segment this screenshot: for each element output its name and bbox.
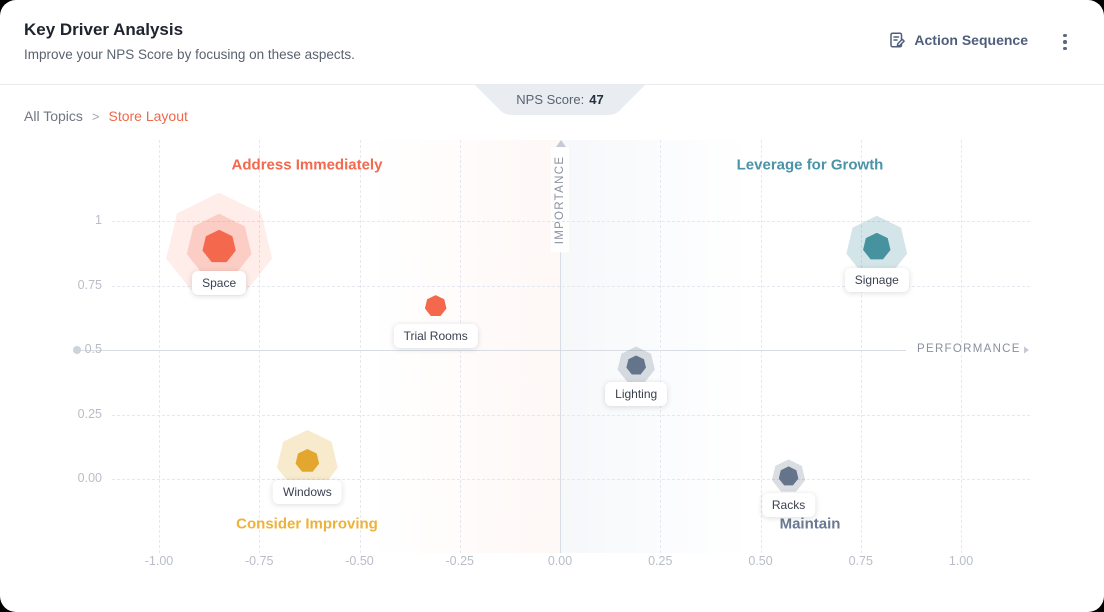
x-axis-label: PERFORMANCE (914, 343, 1024, 355)
nps-score-label: NPS Score: (516, 91, 585, 107)
x-axis-tick-label: 0.00 (547, 554, 573, 568)
performance-arrow-icon (1022, 345, 1029, 355)
badge-shape (475, 85, 645, 115)
vertical-gridline (359, 140, 361, 553)
breadcrumb-store-layout[interactable]: Store Layout (108, 108, 188, 124)
point-label-lighting[interactable]: Lighting (605, 382, 668, 407)
point-label-windows[interactable]: Windows (273, 479, 342, 504)
y-axis-label: IMPORTANCE (551, 147, 569, 253)
x-axis-tick-label: -0.25 (445, 554, 475, 568)
x-axis-tick-label: 0.50 (748, 554, 773, 568)
horizontal-gridline (112, 414, 1030, 416)
breadcrumb-all-topics[interactable]: All Topics (24, 108, 83, 124)
action-sequence-button[interactable]: Action Sequence (882, 30, 1034, 50)
kebab-menu-icon[interactable] (1058, 32, 1072, 52)
breadcrumb: All Topics > Store Layout (24, 108, 188, 124)
x-axis-tick-label: -0.50 (345, 554, 374, 568)
horizontal-gridline (112, 285, 1030, 287)
x-axis-tick-label: -0.75 (245, 554, 274, 568)
quadrant-label-bottom-right: Maintain (779, 515, 841, 533)
x-axis-tick-label: 0.75 (848, 554, 873, 568)
vertical-gridline (660, 140, 662, 553)
action-sequence-label: Action Sequence (914, 32, 1028, 48)
point-label-trial-rooms[interactable]: Trial Rooms (393, 324, 478, 349)
quadrant-label-top-left: Address Immediately (231, 156, 383, 174)
y-axis-tick-label: 1 (95, 213, 102, 227)
page-subtitle: Improve your NPS Score by focusing on th… (24, 47, 355, 62)
nps-score-value: 47 (589, 91, 604, 107)
point-label-racks[interactable]: Racks (761, 493, 816, 518)
vertical-gridline (159, 140, 160, 553)
x-axis-tick-label: 0.25 (648, 554, 673, 568)
vertical-gridline (961, 140, 962, 553)
vertical-gridline (860, 140, 862, 553)
breadcrumb-separator-icon: > (91, 108, 100, 124)
axis-origin-dot-icon (73, 346, 81, 354)
performance-axis-line (77, 350, 906, 351)
y-axis-tick-label: 0.5 (84, 342, 102, 356)
point-marker-trial-rooms[interactable] (424, 295, 447, 317)
page-title: Key Driver Analysis (24, 20, 184, 39)
horizontal-gridline (112, 221, 1030, 222)
y-axis-tick-label: 0.75 (77, 277, 102, 292)
point-label-signage[interactable]: Signage (844, 267, 909, 292)
point-marker-lighting[interactable] (626, 355, 646, 375)
vertical-gridline (259, 140, 261, 553)
horizontal-gridline (112, 479, 1030, 480)
x-axis-tick-label: -1.00 (144, 554, 174, 568)
importance-arrow-icon (555, 140, 566, 147)
quadrant-label-bottom-left: Consider Improving (236, 515, 378, 533)
header: Key Driver Analysis Improve your NPS Sco… (0, 0, 1104, 84)
nps-score-badge: NPS Score: 47 (475, 85, 645, 115)
document-edit-icon (888, 31, 906, 49)
quadrant-label-top-right: Leverage for Growth (736, 156, 884, 174)
header-divider (0, 84, 1104, 85)
importance-axis-line (560, 148, 561, 553)
x-axis-tick-label: 1.00 (948, 554, 974, 568)
point-label-space[interactable]: Space (192, 270, 247, 295)
vertical-gridline (760, 140, 762, 553)
point-marker-windows[interactable] (295, 448, 320, 472)
y-axis-tick-label: 0.25 (77, 406, 102, 421)
right-quadrant-tint (560, 140, 750, 553)
point-marker-racks[interactable] (778, 466, 799, 486)
y-axis-tick-label: 0.00 (77, 471, 102, 485)
